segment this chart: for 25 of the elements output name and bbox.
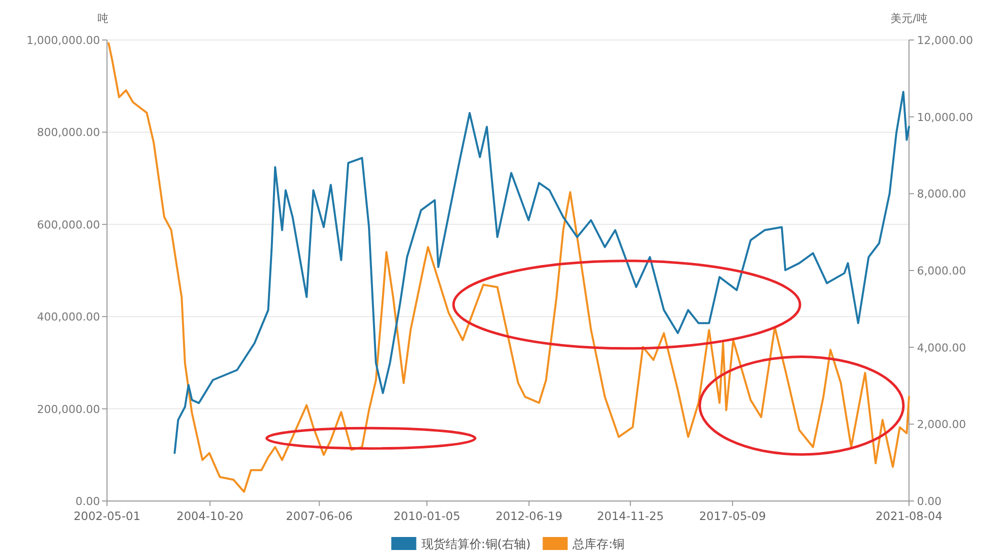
- y-tick-label: 400,000.00: [37, 310, 100, 324]
- y-tick-label: 600,000.00: [37, 218, 100, 232]
- y2-tick-label: 6,000.00: [917, 264, 966, 278]
- y2-tick-label: 0.00: [917, 495, 942, 508]
- x-tick-label: 2012-06-19: [496, 509, 562, 523]
- y-tick-label: 0.00: [76, 495, 100, 508]
- x-tick-label: 2017-05-09: [699, 509, 766, 523]
- y2-tick-label: 12,000.00: [917, 34, 973, 47]
- y-tick-label: 1,000,000.00: [26, 34, 100, 47]
- x-tick-label: 2014-11-25: [596, 509, 664, 523]
- legend-label: 现货结算价:铜(右轴): [421, 537, 531, 551]
- y-tick-label: 800,000.00: [37, 126, 100, 140]
- x-tick-label: 2004-10-20: [176, 509, 244, 523]
- y-tick-label: 200,000.00: [37, 402, 100, 416]
- x-tick-label: 2010-01-05: [393, 509, 460, 523]
- y-axis-title: 吨: [98, 12, 108, 25]
- y2-tick-label: 2,000.00: [917, 418, 966, 432]
- x-tick-label: 2002-05-01: [74, 509, 140, 523]
- x-tick-label: 2021-08-04: [876, 509, 942, 523]
- y2-tick-label: 10,000.00: [917, 110, 973, 124]
- x-tick-label: 2007-06-06: [286, 509, 353, 523]
- y2-tick-label: 8,000.00: [917, 188, 966, 201]
- y2-tick-label: 4,000.00: [917, 341, 966, 354]
- y2-axis-title: 美元/吨: [890, 12, 928, 25]
- legend-label: 总库存:铜: [572, 537, 625, 551]
